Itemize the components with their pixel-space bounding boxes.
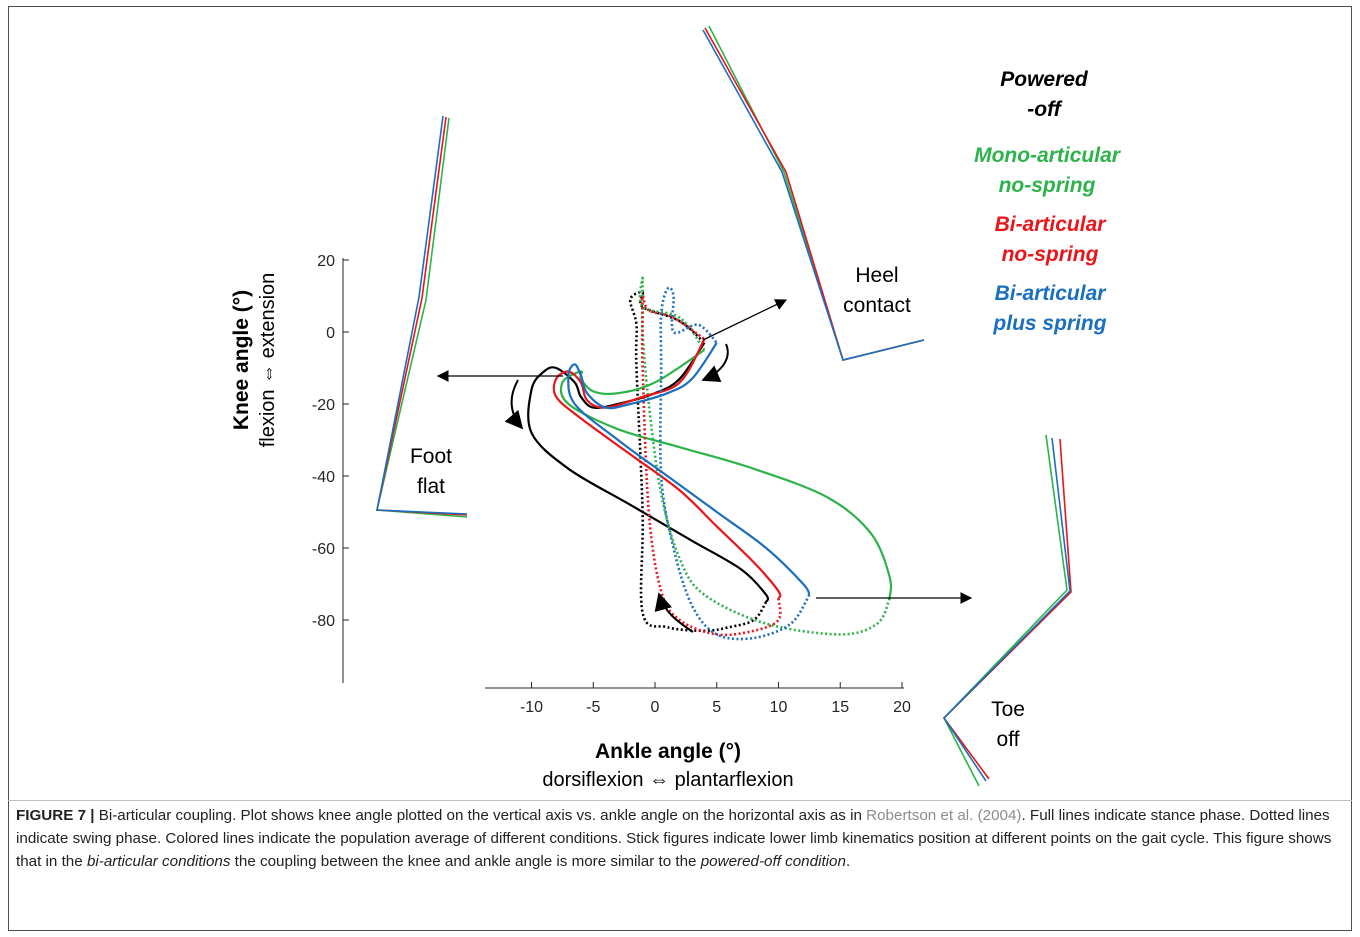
legend-entry-1-line2: no-spring bbox=[999, 174, 1096, 197]
y-tick-label: 20 bbox=[317, 253, 335, 270]
y-tick-label: -20 bbox=[312, 397, 335, 414]
series-mono-articular-no-spring-stance-line bbox=[559, 349, 893, 599]
heel-contact-label-line2: contact bbox=[843, 294, 911, 317]
series-bi-articular-plus-spring-stance-line bbox=[567, 342, 811, 596]
stick-figure-toe-off bbox=[942, 434, 1072, 787]
x-tick-label: -5 bbox=[586, 699, 600, 716]
legend-entry-3-line1: Bi-articular bbox=[995, 282, 1108, 305]
y-axis-subtitle: flexion ⇔ extension bbox=[257, 273, 279, 448]
legend-entry-0-line1: Powered bbox=[1000, 68, 1089, 91]
foot-flat-label-line1: Foot bbox=[410, 445, 452, 468]
series-bi-articular-plus-spring-swing-line bbox=[658, 286, 811, 641]
legend-entry-2-line1: Bi-articular bbox=[995, 213, 1108, 236]
series-bi-articular-no-spring-swing-line bbox=[640, 294, 782, 637]
y-tick-label: -80 bbox=[312, 613, 335, 630]
foot-flat-label-line2: flat bbox=[417, 475, 445, 498]
y-tick-label: 0 bbox=[326, 325, 335, 342]
toe-off-label-line2: off bbox=[997, 728, 1020, 751]
x-axis-subtitle: dorsiflexion ⇔ plantarflexion bbox=[542, 769, 793, 791]
heel-contact-arrow bbox=[702, 299, 788, 341]
y-axis-ticks: 20 0 -20 -40 -60 -80 bbox=[312, 253, 349, 630]
x-axis-ticks: -10 -5 0 5 10 15 20 bbox=[520, 682, 911, 716]
y-axis-title: Knee angle (°) bbox=[230, 290, 253, 430]
figure-caption: FIGURE 7 | Bi-articular coupling. Plot s… bbox=[16, 804, 1336, 873]
caption-label: FIGURE 7 | bbox=[16, 807, 95, 824]
x-tick-label: 5 bbox=[712, 699, 721, 716]
y-axis: 20 0 -20 -40 -60 -80 bbox=[312, 253, 349, 683]
x-tick-label: 10 bbox=[770, 699, 788, 716]
x-tick-label: 15 bbox=[831, 699, 849, 716]
annotation-arrows bbox=[436, 299, 973, 633]
legend-entry-1-line1: Mono-articular bbox=[974, 144, 1122, 167]
curved-arrow-footflat bbox=[504, 379, 524, 430]
legend: Powered -off Mono-articular no-spring Bi-art… bbox=[974, 68, 1122, 335]
caption-divider bbox=[8, 800, 1352, 801]
x-axis: -10 -5 0 5 10 15 20 bbox=[485, 682, 911, 716]
toe-off-label-line1: Toe bbox=[991, 698, 1025, 721]
caption-text-2: . Full lines indicate stance phase. Dott… bbox=[16, 807, 1332, 870]
stick-figure-foot-flat bbox=[376, 115, 468, 518]
curved-arrow-toeoff bbox=[654, 592, 694, 633]
coupling-plot: 20 0 -20 -40 -60 -80 -10 -5 0 5 10 15 20 Knee angle… bbox=[230, 25, 1122, 791]
x-tick-label: 0 bbox=[651, 699, 660, 716]
figure-frame bbox=[8, 6, 1352, 931]
legend-entry-0-line2: -off bbox=[1027, 98, 1062, 121]
caption-text-1: Bi-articular coupling. Plot shows knee a… bbox=[94, 807, 867, 824]
curved-arrow-heel bbox=[701, 343, 729, 383]
series-mono-articular-no-spring-swing-line bbox=[638, 276, 891, 636]
y-tick-label: -60 bbox=[312, 541, 335, 558]
legend-entry-3-line2: plus spring bbox=[992, 312, 1106, 335]
legend-entry-2-line2: no-spring bbox=[1002, 243, 1099, 266]
series-layer bbox=[527, 276, 893, 641]
series-powered-off-swing-line bbox=[628, 290, 768, 633]
stick-figure-heel-contact bbox=[702, 25, 925, 361]
x-axis-title: Ankle angle (°) bbox=[595, 740, 741, 763]
caption-emphasis-2: powered-off condition bbox=[700, 853, 846, 870]
y-axis-title-group: Knee angle (°) flexion ⇔ extension bbox=[230, 273, 279, 448]
caption-text-4: . bbox=[845, 853, 851, 870]
caption-emphasis-1: bi-articular conditions bbox=[86, 853, 231, 870]
series-powered-off-stance-line bbox=[527, 342, 770, 603]
series-bi-articular-no-spring-stance-line bbox=[552, 338, 782, 599]
caption-reference-link[interactable]: Robertson et al. (2004) bbox=[866, 807, 1022, 824]
x-tick-label: 20 bbox=[893, 699, 911, 716]
caption-text-3: the coupling between the knee and ankle … bbox=[230, 853, 701, 870]
heel-contact-label-line1: Heel bbox=[855, 264, 898, 287]
y-tick-label: -40 bbox=[312, 469, 335, 486]
x-tick-label: -10 bbox=[520, 699, 543, 716]
